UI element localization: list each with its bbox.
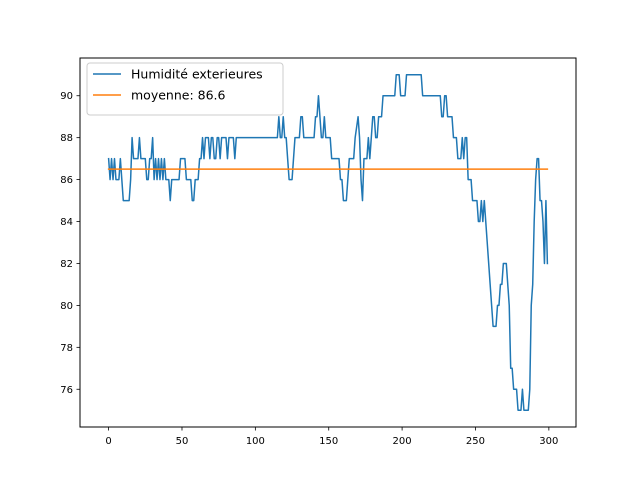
y-tick-label: 76 bbox=[60, 385, 73, 396]
series-line-0 bbox=[107, 74, 549, 411]
x-tick-label: 300 bbox=[539, 436, 558, 447]
x-tick-label: 100 bbox=[246, 436, 265, 447]
y-tick-label: 78 bbox=[60, 343, 73, 354]
y-tick-label: 88 bbox=[60, 133, 73, 144]
plot-area bbox=[107, 74, 549, 411]
x-tick-label: 200 bbox=[393, 436, 412, 447]
x-tick-label: 250 bbox=[466, 436, 485, 447]
x-tick-label: 0 bbox=[105, 436, 111, 447]
y-tick-label: 86 bbox=[60, 175, 73, 186]
y-tick-label: 90 bbox=[60, 91, 73, 102]
legend: Humidité exterieures moyenne: 86.6 bbox=[86, 62, 284, 116]
x-axis: 0 50 100 150 200 250 300 bbox=[105, 427, 558, 447]
x-tick-label: 50 bbox=[176, 436, 189, 447]
legend-label-1: moyenne: 86.6 bbox=[131, 88, 226, 103]
y-axis: 76 78 80 82 84 86 88 90 bbox=[60, 91, 80, 396]
y-tick-label: 84 bbox=[60, 217, 73, 228]
y-tick-label: 80 bbox=[60, 301, 73, 312]
axes-frame bbox=[79, 57, 577, 428]
x-tick-label: 150 bbox=[319, 436, 338, 447]
legend-box bbox=[86, 62, 284, 116]
y-tick-label: 82 bbox=[60, 259, 73, 270]
legend-label-0: Humidité exterieures bbox=[131, 67, 263, 82]
